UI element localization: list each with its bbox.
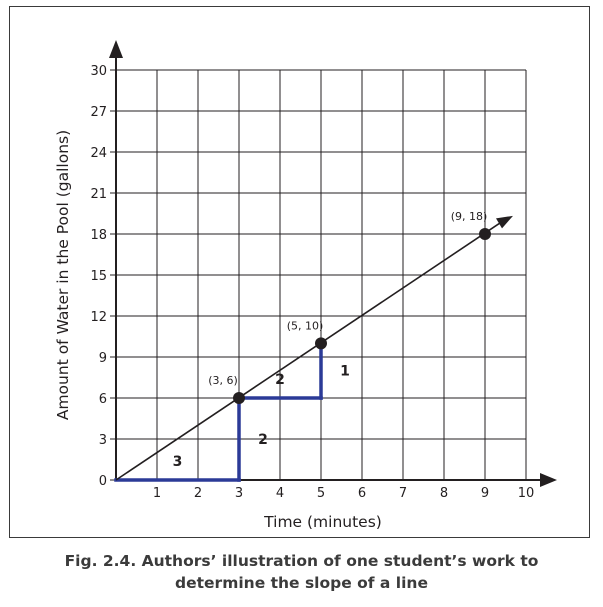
y-tick-label: 18	[90, 228, 107, 243]
x-tick-label: 9	[481, 486, 489, 501]
data-point-label: (9, 18)	[451, 210, 488, 223]
y-tick-label: 15	[90, 269, 107, 284]
data-line: (3, 6) (5, 10) (9, 18)	[115, 210, 513, 481]
slope-step-label: 1	[340, 364, 350, 380]
x-axis-title: Time (minutes)	[263, 513, 382, 531]
y-tick-label: 3	[99, 433, 107, 448]
data-line-arrowhead	[496, 215, 513, 229]
y-tick-label: 9	[99, 351, 107, 366]
slope-step-label: 2	[275, 372, 285, 388]
slope-steps: 3 2 2 1	[114, 341, 350, 482]
axes	[109, 40, 557, 487]
figure-caption: Fig. 2.4. Authors’ illustration of one s…	[64, 552, 539, 592]
x-tick-label: 7	[399, 486, 407, 501]
data-point-label: (3, 6)	[208, 374, 238, 387]
x-axis-arrowhead	[540, 473, 557, 487]
figure-frame	[9, 6, 590, 538]
y-tick-label: 6	[99, 392, 107, 407]
y-tick-label: 24	[90, 146, 107, 161]
x-tick-label: 8	[440, 486, 448, 501]
slope-step-label: 3	[173, 454, 183, 470]
y-tick-label: 30	[90, 64, 107, 79]
y-axis-arrowhead	[109, 40, 123, 58]
y-axis-title: Amount of Water in the Pool (gallons)	[54, 130, 72, 420]
x-tick-label: 5	[317, 486, 325, 501]
x-tick-label: 6	[358, 486, 366, 501]
data-line-segment	[115, 219, 505, 481]
x-tick-label: 4	[276, 486, 284, 501]
x-tick-label: 10	[518, 486, 535, 501]
y-tick-label: 0	[99, 474, 107, 489]
y-tick-label: 27	[90, 105, 107, 120]
y-tick-label: 12	[90, 310, 107, 325]
x-tick-label: 2	[194, 486, 202, 501]
x-tick-label: 1	[153, 486, 161, 501]
data-point	[233, 392, 245, 404]
data-point	[479, 228, 491, 240]
data-point	[315, 337, 327, 350]
x-tick-label: 3	[235, 486, 243, 501]
grid	[116, 69, 527, 480]
data-point-label: (5, 10)	[287, 319, 324, 332]
y-tick-label: 21	[90, 187, 107, 202]
slope-step-label: 2	[258, 432, 268, 448]
